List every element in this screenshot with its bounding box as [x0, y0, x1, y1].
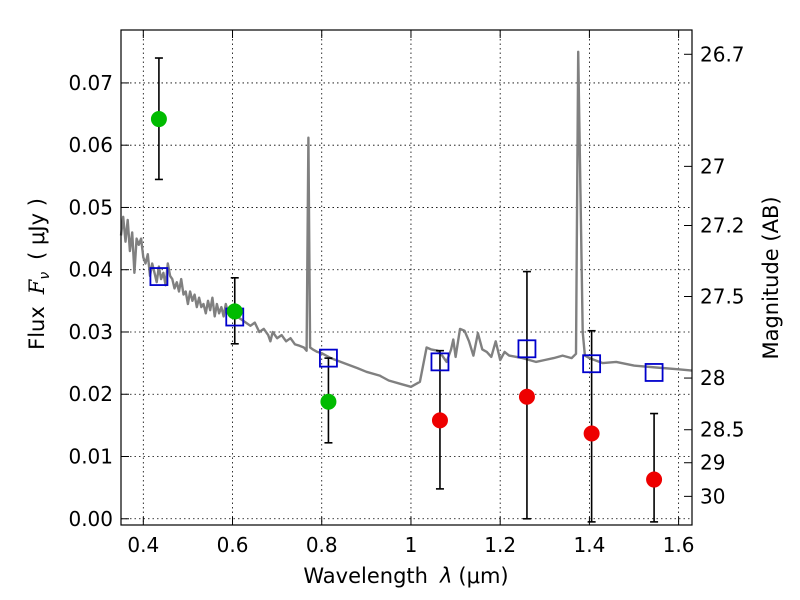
x-axis-label-symbol: λ	[439, 564, 452, 588]
x-tick-label: 1.6	[663, 533, 695, 557]
y2-tick-label: 27.5	[700, 284, 745, 308]
y2-axis-ticks: 26.7 27 27.2 27.5 28 28.5 29 30	[684, 42, 745, 508]
y-tick-label: 0.06	[68, 133, 113, 157]
marker-layer	[149, 111, 664, 488]
x-tick-label: 0.6	[217, 533, 249, 557]
y2-tick-label: 26.7	[700, 42, 745, 66]
x-tick-label: 1.4	[573, 533, 605, 557]
model-flux-square	[517, 339, 537, 359]
x-axis-label: Wavelength λ (μm)	[303, 564, 508, 588]
x-tick-label: 0.8	[306, 533, 338, 557]
x-axis-ticks: 0.4 0.6 0.8 1 1.2 1.4 1.6	[127, 30, 695, 557]
y2-tick-label: 28	[700, 366, 725, 390]
y-tick-label: 0.01	[68, 445, 113, 469]
spectrum-line	[119, 50, 693, 388]
model-flux-square	[319, 348, 338, 368]
plot-frame	[120, 29, 693, 526]
y-axis-label-symbol: F	[25, 278, 49, 295]
y-tick-label: 0.05	[68, 195, 113, 219]
y-axis-label-text: Flux	[25, 306, 49, 350]
y-tick-label: 0.00	[68, 507, 113, 531]
x-tick-label: 1.2	[484, 533, 516, 557]
model-flux-square	[582, 354, 602, 374]
y-axis-label-unit: ( μJy )	[25, 198, 49, 260]
y2-axis-label: Magnitude (AB)	[759, 196, 783, 359]
y2-tick-label: 30	[700, 484, 725, 508]
nondetection-point	[431, 412, 448, 429]
detection-point	[226, 303, 243, 320]
nondetection-point	[583, 425, 600, 442]
y-axis-label: Flux Fν ( μJy )	[25, 198, 53, 350]
y-tick-label: 0.04	[68, 258, 113, 282]
model-flux-square	[644, 363, 664, 382]
y-tick-label: 0.07	[68, 71, 113, 95]
spectrum-line-layer	[119, 50, 693, 388]
y-axis-ticks: 0.00 0.01 0.02 0.03 0.04 0.05 0.06 0.07	[68, 71, 129, 531]
nondetection-point	[646, 471, 663, 488]
grid-lines	[121, 30, 692, 525]
x-axis-label-unit: (μm)	[458, 564, 508, 588]
y2-tick-label: 27	[700, 154, 725, 178]
detection-point	[150, 111, 167, 128]
y2-tick-label: 27.2	[700, 214, 745, 238]
y-tick-label: 0.03	[68, 320, 113, 344]
x-tick-label: 0.4	[127, 533, 159, 557]
x-axis-label-text: Wavelength	[303, 564, 428, 588]
detection-point	[320, 393, 337, 410]
y-axis-label-subscript: ν	[37, 272, 53, 280]
y2-tick-label: 29	[700, 451, 725, 475]
y2-tick-label: 28.5	[700, 418, 745, 442]
model-flux-square	[430, 352, 450, 372]
model-flux-square	[149, 267, 169, 286]
x-tick-label: 1	[405, 533, 418, 557]
nondetection-point	[518, 388, 535, 405]
y-tick-label: 0.02	[68, 382, 113, 406]
